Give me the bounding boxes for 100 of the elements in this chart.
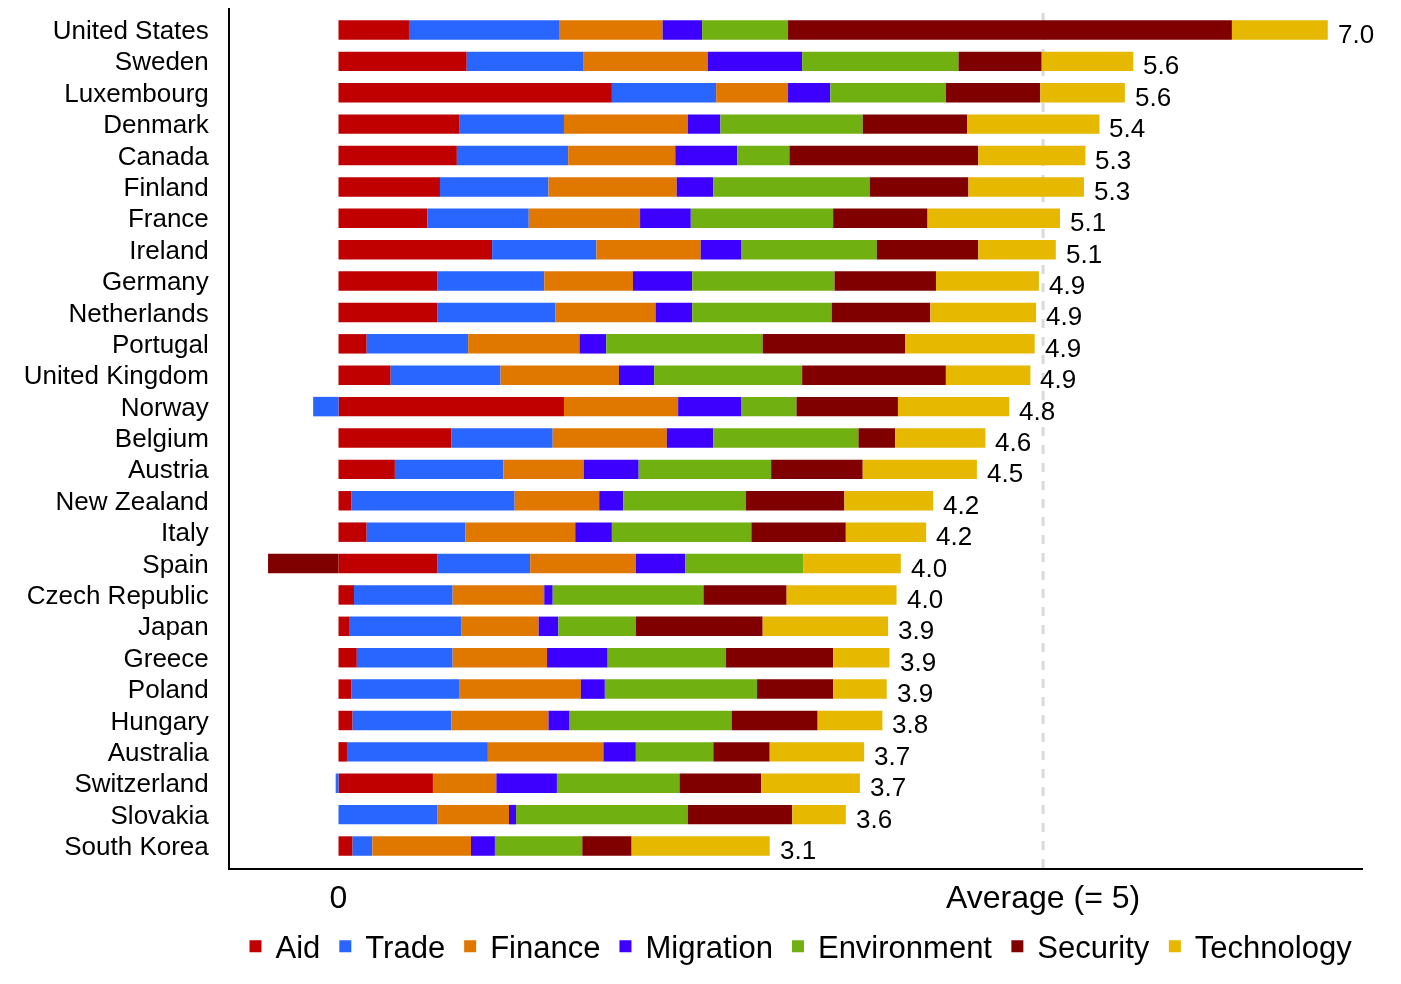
bar: [978, 145, 1086, 166]
bar: [492, 239, 597, 260]
bar: [500, 365, 619, 385]
bar: [338, 585, 355, 605]
bar: [831, 302, 931, 323]
bar: [833, 679, 887, 699]
y-tick-label: Australia: [107, 736, 210, 767]
bar: [338, 647, 357, 668]
legend-label: Migration: [645, 930, 773, 966]
bar: [437, 553, 531, 574]
bar: [761, 773, 860, 793]
total-label: 4.9: [1040, 364, 1077, 394]
bar: [1040, 83, 1125, 103]
bar: [452, 647, 548, 668]
bar: [757, 679, 834, 699]
bar: [544, 271, 634, 291]
bar: [558, 616, 636, 637]
bar: [862, 114, 968, 134]
bar: [575, 522, 612, 542]
bar: [687, 114, 721, 134]
bar: [351, 491, 515, 511]
y-tick-label: Netherlands: [68, 297, 209, 328]
y-tick-label: Czech Republic: [26, 580, 209, 611]
bar: [833, 208, 928, 229]
bar: [547, 647, 608, 668]
bar: [555, 302, 656, 323]
total-label: 4.2: [936, 521, 973, 551]
bar: [968, 177, 1084, 197]
bar: [352, 710, 452, 731]
bar: [604, 679, 758, 699]
bar: [582, 836, 632, 856]
bar: [713, 428, 859, 448]
bar: [516, 804, 688, 825]
bar: [338, 396, 564, 417]
bar: [679, 773, 762, 793]
legend-label: Finance: [490, 930, 601, 966]
y-tick-label: Canada: [117, 140, 210, 171]
y-tick-label: Spain: [142, 548, 209, 579]
bar: [713, 177, 870, 197]
total-label: 5.3: [1094, 176, 1131, 206]
bar: [349, 616, 462, 637]
total-label: 5.3: [1095, 145, 1132, 175]
bar: [678, 396, 742, 417]
bar: [713, 742, 770, 762]
bar: [700, 239, 742, 260]
bar: [845, 522, 927, 542]
bar: [470, 836, 495, 856]
bar: [496, 773, 557, 793]
total-label: 3.9: [897, 678, 934, 708]
x-tick-label: 0: [329, 879, 348, 916]
total-label: 5.6: [1135, 82, 1172, 112]
bar: [528, 208, 641, 229]
total-label: 3.7: [874, 741, 911, 771]
bar: [741, 396, 797, 417]
bar: [675, 145, 738, 166]
bar: [792, 804, 846, 825]
y-tick-label: Belgium: [114, 423, 209, 454]
y-tick-label: Italy: [161, 517, 209, 548]
bar: [654, 365, 803, 385]
bar: [666, 428, 714, 448]
bar: [945, 83, 1041, 103]
bar: [769, 742, 865, 762]
bar: [958, 51, 1042, 72]
bar: [338, 83, 612, 103]
annotation: 4.0: [911, 553, 948, 583]
bar: [552, 585, 704, 605]
bar: [408, 20, 560, 40]
y-tick-label: Austria: [127, 454, 210, 485]
bar: [569, 710, 732, 731]
bar: [552, 428, 667, 448]
bar: [352, 836, 373, 856]
total-label: 3.8: [892, 709, 929, 739]
bar: [583, 51, 708, 72]
bar: [687, 804, 793, 825]
bar: [439, 177, 549, 197]
bar: [690, 208, 834, 229]
bar: [707, 51, 803, 72]
bar: [583, 459, 639, 480]
bar: [1041, 51, 1134, 72]
bar: [640, 208, 691, 229]
bar: [936, 271, 1039, 291]
bar: [716, 83, 789, 103]
bar: [833, 647, 890, 668]
bar: [346, 742, 488, 762]
bar: [338, 742, 347, 762]
bar: [556, 773, 680, 793]
bar: [731, 710, 818, 731]
bar: [338, 553, 438, 574]
bar: [465, 522, 576, 542]
y-tick-label: Finland: [123, 172, 209, 203]
bar: [611, 522, 752, 542]
bar: [563, 396, 679, 417]
bar: [726, 647, 834, 668]
y-tick-label: Poland: [127, 674, 209, 705]
y-tick-label: New Zealand: [55, 485, 209, 516]
bar: [599, 491, 624, 511]
bar: [796, 396, 898, 417]
bar: [786, 585, 897, 605]
y-tick-label: Switzerland: [74, 768, 209, 799]
bar: [437, 271, 545, 291]
